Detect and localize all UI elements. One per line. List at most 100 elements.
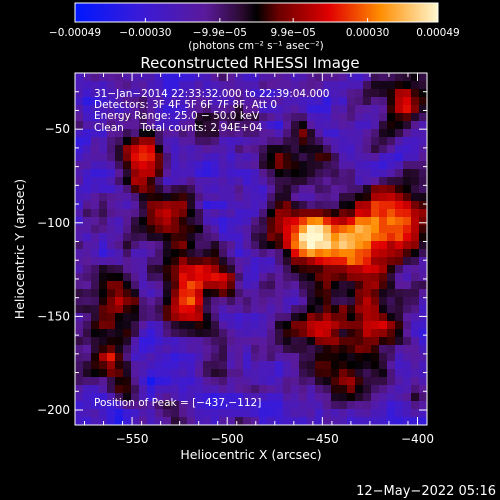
heatmap-cell bbox=[123, 81, 132, 90]
heatmap-cell bbox=[211, 385, 220, 394]
heatmap-cell bbox=[99, 233, 108, 242]
heatmap-cell bbox=[355, 289, 364, 298]
heatmap-cell bbox=[371, 257, 380, 266]
heatmap-cell bbox=[123, 401, 132, 410]
heatmap-cell bbox=[211, 305, 220, 314]
heatmap-cell bbox=[203, 81, 212, 90]
heatmap-cell bbox=[139, 289, 148, 298]
y-tick-label: −150 bbox=[37, 309, 70, 323]
heatmap-cell bbox=[227, 329, 236, 338]
heatmap-cell bbox=[235, 337, 244, 346]
heatmap-cell bbox=[299, 409, 308, 418]
heatmap-cell bbox=[411, 249, 420, 258]
heatmap-cell bbox=[371, 281, 380, 290]
heatmap-cell bbox=[123, 177, 132, 186]
heatmap-cell bbox=[115, 153, 124, 162]
heatmap-cell bbox=[395, 161, 404, 170]
heatmap-cell bbox=[339, 281, 348, 290]
heatmap-cell bbox=[99, 401, 108, 410]
heatmap-cell bbox=[131, 257, 140, 266]
heatmap-cell bbox=[235, 369, 244, 378]
heatmap-cell bbox=[227, 393, 236, 402]
heatmap-cell bbox=[299, 305, 308, 314]
heatmap-cell bbox=[259, 393, 268, 402]
heatmap-cell bbox=[331, 313, 340, 322]
heatmap-cell bbox=[243, 249, 252, 258]
heatmap-cell bbox=[283, 417, 292, 425]
heatmap-cell bbox=[99, 257, 108, 266]
heatmap-cell bbox=[243, 393, 252, 402]
heatmap-cell bbox=[155, 73, 164, 82]
heatmap-cell bbox=[91, 105, 100, 114]
heatmap-cell bbox=[83, 233, 92, 242]
heatmap-cell bbox=[115, 281, 124, 290]
heatmap-cell bbox=[355, 137, 364, 146]
heatmap-cell bbox=[243, 137, 252, 146]
heatmap-cell bbox=[155, 353, 164, 362]
heatmap-cell bbox=[363, 329, 372, 338]
heatmap-cell bbox=[83, 409, 92, 418]
heatmap-cell bbox=[227, 201, 236, 210]
heatmap-cell bbox=[171, 321, 180, 330]
heatmap-cell bbox=[315, 313, 324, 322]
heatmap-cell bbox=[283, 385, 292, 394]
heatmap-cell bbox=[147, 217, 156, 226]
heatmap-cell bbox=[291, 289, 300, 298]
heatmap-cell bbox=[123, 113, 132, 122]
heatmap-cell bbox=[147, 337, 156, 346]
heatmap-cell bbox=[139, 193, 148, 202]
heatmap-cell bbox=[283, 193, 292, 202]
heatmap-cell bbox=[267, 393, 276, 402]
heatmap-cell bbox=[211, 153, 220, 162]
heatmap-cell bbox=[243, 169, 252, 178]
heatmap-cell bbox=[403, 113, 412, 122]
heatmap-cell bbox=[363, 385, 372, 394]
heatmap-cell bbox=[75, 401, 84, 410]
heatmap-cell bbox=[355, 337, 364, 346]
heatmap-cell bbox=[219, 81, 228, 90]
heatmap-cell bbox=[339, 209, 348, 218]
heatmap-cell bbox=[171, 377, 180, 386]
heatmap-cell bbox=[251, 129, 260, 138]
heatmap-cell bbox=[387, 337, 396, 346]
heatmap-cell bbox=[411, 137, 420, 146]
heatmap-cell bbox=[211, 273, 220, 282]
heatmap-cell bbox=[75, 201, 84, 210]
heatmap-cell bbox=[187, 417, 196, 425]
heatmap-cell bbox=[83, 305, 92, 314]
heatmap-cell bbox=[75, 73, 84, 82]
heatmap-cell bbox=[123, 273, 132, 282]
heatmap-cell bbox=[91, 161, 100, 170]
heatmap-cell bbox=[75, 249, 84, 258]
heatmap-cell bbox=[99, 81, 108, 90]
heatmap-cell bbox=[339, 385, 348, 394]
heatmap-cell bbox=[211, 201, 220, 210]
heatmap-cell bbox=[107, 353, 116, 362]
heatmap-cell bbox=[147, 185, 156, 194]
heatmap-cell bbox=[171, 217, 180, 226]
heatmap-cell bbox=[219, 273, 228, 282]
heatmap-cell bbox=[235, 273, 244, 282]
heatmap-cell bbox=[155, 185, 164, 194]
heatmap-cell bbox=[379, 113, 388, 122]
heatmap-cell bbox=[91, 209, 100, 218]
heatmap-cell bbox=[171, 81, 180, 90]
heatmap-cell bbox=[195, 129, 204, 138]
heatmap-cell bbox=[379, 233, 388, 242]
heatmap-cell bbox=[155, 89, 164, 98]
heatmap-cell bbox=[339, 225, 348, 234]
heatmap-cell bbox=[291, 73, 300, 82]
heatmap-cell bbox=[387, 385, 396, 394]
heatmap-cell bbox=[155, 217, 164, 226]
heatmap-cell bbox=[91, 137, 100, 146]
heatmap-cell bbox=[107, 89, 116, 98]
heatmap-cell bbox=[307, 153, 316, 162]
heatmap-cell bbox=[155, 329, 164, 338]
heatmap-cell bbox=[195, 369, 204, 378]
heatmap-cell bbox=[131, 353, 140, 362]
heatmap-cell bbox=[235, 313, 244, 322]
heatmap-cell bbox=[379, 169, 388, 178]
heatmap-cell bbox=[195, 225, 204, 234]
heatmap-cell bbox=[211, 353, 220, 362]
heatmap-cell bbox=[419, 297, 427, 306]
